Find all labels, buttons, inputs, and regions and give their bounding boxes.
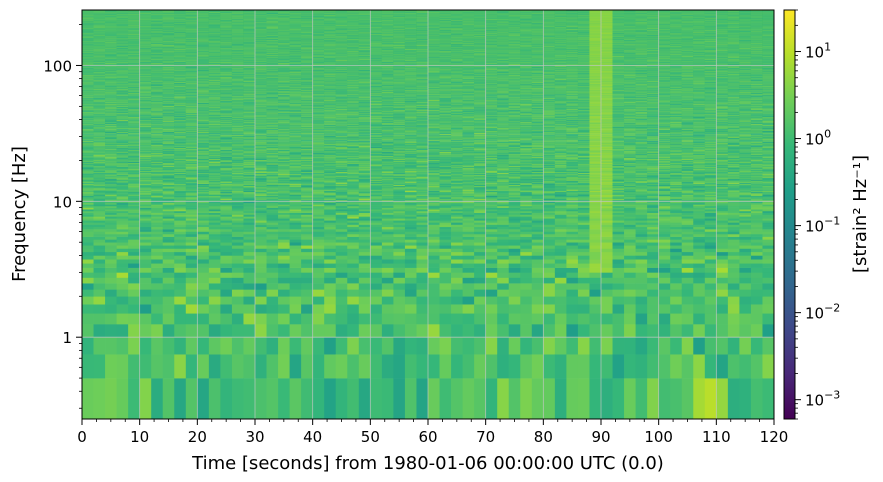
- heatmap-cell: [94, 268, 106, 273]
- heatmap-cell: [94, 245, 106, 248]
- heatmap-cell: [82, 242, 94, 245]
- heatmap-cell: [94, 231, 106, 234]
- heatmap-cell: [82, 378, 94, 419]
- heatmap-cell: [82, 304, 94, 313]
- heatmap-cell: [82, 213, 94, 215]
- heatmap-cell: [94, 225, 106, 228]
- heatmap-cell: [82, 211, 94, 213]
- heatmap-cell: [94, 242, 106, 245]
- heatmap-cell: [82, 255, 94, 259]
- heatmap-cell: [82, 354, 94, 378]
- heatmap-cell: [94, 378, 106, 419]
- heatmap-cell: [94, 234, 106, 237]
- heatmap-cell: [94, 259, 106, 263]
- heatmap-cell: [82, 215, 94, 217]
- heatmap-cell: [82, 245, 94, 248]
- heatmap-cell: [82, 263, 94, 268]
- heatmap-cell: [82, 278, 94, 284]
- heatmap-cell: [82, 283, 94, 290]
- heatmap-cell: [82, 272, 94, 277]
- heatmap-cell: [94, 237, 106, 240]
- heatmap-cell: [94, 222, 106, 224]
- heatmap-cell: [82, 209, 94, 211]
- heatmap-cell: [94, 213, 106, 215]
- heatmap-cell: [94, 227, 106, 230]
- heatmap-cell: [82, 231, 94, 234]
- heatmap-cell: [82, 268, 94, 273]
- heatmap-cell: [82, 216, 94, 218]
- heatmap-cell: [82, 222, 94, 224]
- heatmap-cell: [94, 211, 106, 213]
- heatmap-cell: [82, 313, 94, 324]
- heatmap-cell: [82, 227, 94, 230]
- heatmap-cell: [94, 304, 106, 313]
- heatmap-cell: [94, 216, 106, 218]
- heatmap-cell: [94, 252, 106, 256]
- heatmap-cell: [94, 283, 106, 290]
- heatmap-cell: [82, 337, 94, 354]
- heatmap-cell: [82, 229, 94, 232]
- heatmap-cell: [82, 237, 94, 240]
- heatmap-cell: [94, 278, 106, 284]
- heatmap-cell: [94, 248, 106, 252]
- heatmap-cell: [82, 289, 94, 296]
- heatmap-cell: [82, 239, 94, 242]
- heatmap-cell: [82, 234, 94, 237]
- heatmap-cell: [82, 252, 94, 256]
- heatmap-cell: [82, 296, 94, 304]
- heatmap-cell: [94, 218, 106, 220]
- heatmap-cell: [94, 296, 106, 304]
- heatmap-cell: [94, 263, 106, 268]
- heatmap-cell: [82, 248, 94, 252]
- heatmap-cell: [94, 289, 106, 296]
- heatmap-cell: [82, 218, 94, 220]
- heatmap-cell: [94, 215, 106, 217]
- heatmap-cell: [94, 209, 106, 211]
- heatmap-cell: [94, 272, 106, 277]
- heatmap-cell: [94, 354, 106, 378]
- heatmap-cell: [94, 220, 106, 222]
- heatmap-cell: [94, 313, 106, 324]
- heatmap-cell: [94, 337, 106, 354]
- heatmap-cell: [94, 239, 106, 242]
- heatmap-cell: [94, 229, 106, 232]
- heatmap-cell: [94, 324, 106, 337]
- heatmap-cell: [82, 220, 94, 222]
- heatmap-cell: [82, 259, 94, 263]
- heatmap-cell: [82, 324, 94, 337]
- heatmap-cell: [82, 225, 94, 228]
- heatmap-cell: [94, 255, 106, 259]
